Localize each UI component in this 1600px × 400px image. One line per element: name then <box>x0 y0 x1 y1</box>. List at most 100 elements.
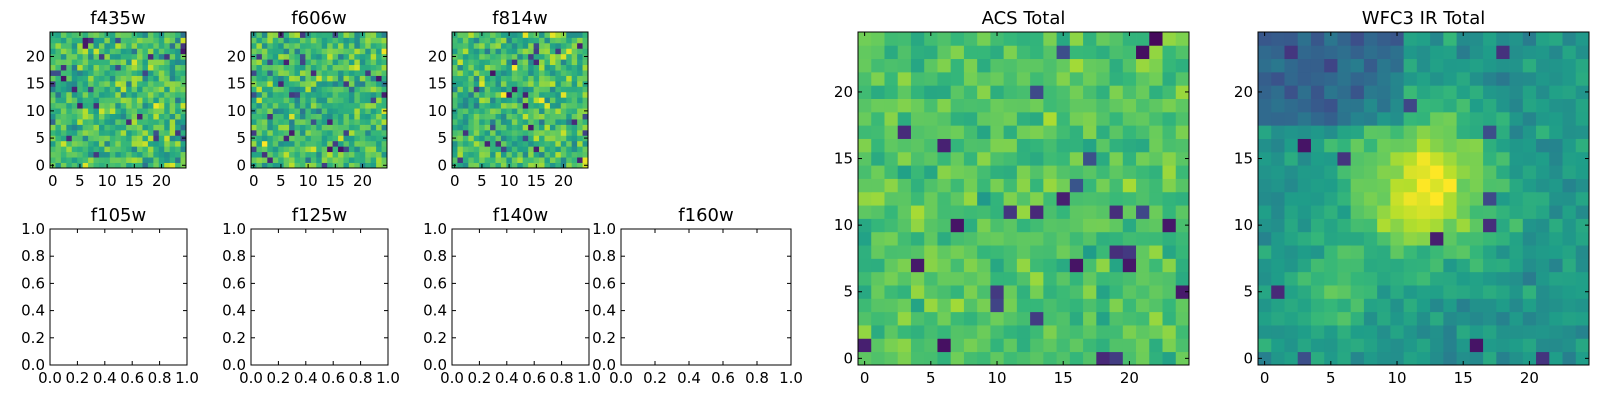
heatmap-cell <box>582 140 589 147</box>
heatmap-cell <box>1509 111 1524 126</box>
heatmap-cell <box>1562 231 1577 246</box>
heatmap-cell <box>539 53 545 60</box>
heatmap-cell <box>582 86 589 93</box>
heatmap-cell <box>462 146 469 153</box>
heatmap-cell <box>158 151 165 158</box>
heatmap-cell <box>1390 298 1405 313</box>
heatmap-cell <box>1549 338 1563 353</box>
heatmap-cell <box>256 80 263 87</box>
heatmap-cell <box>1109 231 1124 246</box>
heatmap-cell <box>1350 32 1365 46</box>
heatmap-cell <box>910 151 925 166</box>
heatmap-cell <box>299 129 306 136</box>
heatmap-cell <box>261 32 268 38</box>
heatmap-cell <box>582 32 589 38</box>
heatmap-cell <box>1496 298 1510 313</box>
heatmap-cell <box>1030 111 1044 126</box>
heatmap-cell <box>495 157 502 163</box>
y-tick-label: 15 <box>1234 150 1253 168</box>
heatmap-cell <box>93 32 100 38</box>
heatmap-cell <box>522 86 529 93</box>
x-tick-label: 0.4 <box>294 369 318 387</box>
x-tick-label: 0.4 <box>495 369 519 387</box>
heatmap-cell <box>1096 125 1110 139</box>
heatmap-cell <box>511 157 518 163</box>
heatmap-cell <box>305 97 312 104</box>
heatmap-cell <box>566 70 573 76</box>
heatmap-cell <box>1324 338 1338 353</box>
heatmap-cell <box>1522 111 1537 126</box>
heatmap-cell <box>1162 298 1177 313</box>
heatmap-cell <box>924 111 938 126</box>
heatmap-cell <box>88 48 94 55</box>
heatmap-cell <box>1522 85 1537 99</box>
heatmap-cell <box>571 140 578 147</box>
heatmap-cell <box>1443 111 1457 126</box>
heatmap-cell <box>109 151 116 158</box>
heatmap-cell <box>305 59 312 66</box>
heatmap-cell <box>55 32 62 38</box>
heatmap-cell <box>539 108 545 114</box>
heatmap-cell <box>511 129 518 136</box>
heatmap-cell <box>142 108 149 114</box>
heatmap-cell <box>93 162 100 169</box>
heatmap-cell <box>500 53 507 60</box>
heatmap-cell <box>359 37 366 44</box>
heatmap-cell <box>272 70 279 76</box>
heatmap-cell <box>104 146 111 153</box>
heatmap-cell <box>1522 351 1537 366</box>
heatmap-cell <box>1284 298 1299 313</box>
heatmap-cell <box>990 285 1005 299</box>
heatmap-cell <box>1430 45 1444 60</box>
heatmap-cell <box>1562 58 1577 73</box>
heatmap-cell <box>1337 178 1352 193</box>
heatmap-cell <box>71 59 78 66</box>
heatmap-cell <box>82 119 89 125</box>
heatmap-cell <box>1536 231 1550 246</box>
heatmap-cell <box>990 298 1005 313</box>
heatmap-cell <box>479 146 486 153</box>
heatmap-cell <box>321 124 328 131</box>
heatmap-cell <box>158 157 165 163</box>
heatmap-cell <box>1456 258 1471 273</box>
heatmap-cell <box>555 80 562 87</box>
heatmap-cell <box>153 32 160 38</box>
heatmap-cell <box>1069 298 1084 313</box>
heatmap-cell <box>1469 45 1484 60</box>
heatmap-cell <box>858 218 872 233</box>
x-tick-label: 0.8 <box>745 369 769 387</box>
heatmap-cell <box>560 129 567 136</box>
heatmap-cell <box>50 59 56 66</box>
heatmap-cell <box>126 129 132 136</box>
heatmap-cell <box>251 140 257 147</box>
heatmap-cell <box>120 157 127 163</box>
heatmap-cell <box>577 140 583 147</box>
heatmap-cell <box>354 146 361 153</box>
heatmap-cell <box>479 80 486 87</box>
heatmap-cell <box>910 205 925 219</box>
heatmap-cell <box>310 157 317 163</box>
heatmap-cell <box>327 129 333 136</box>
heatmap-cell <box>1016 258 1031 273</box>
heatmap-cell <box>115 64 122 71</box>
heatmap-cell <box>560 91 567 98</box>
heatmap-cell <box>115 162 122 169</box>
heatmap-cell <box>500 37 507 44</box>
heatmap-cell <box>937 111 952 126</box>
heatmap-cell <box>370 140 377 147</box>
heatmap-cell <box>1109 311 1124 326</box>
heatmap-cell <box>577 80 583 87</box>
heatmap-cell <box>1003 191 1018 206</box>
heatmap-cell <box>1350 325 1365 339</box>
heatmap-cell <box>1496 138 1510 153</box>
heatmap-cell <box>321 135 328 142</box>
heatmap-cell <box>1096 298 1110 313</box>
heatmap-cell <box>327 124 333 131</box>
heatmap-cell <box>937 351 952 366</box>
heatmap-cell <box>289 119 295 125</box>
heatmap-cell <box>950 245 965 259</box>
heatmap-cell <box>88 91 94 98</box>
heatmap-cell <box>977 231 991 246</box>
heatmap-cell <box>897 71 912 86</box>
heatmap-cell <box>1136 245 1150 259</box>
